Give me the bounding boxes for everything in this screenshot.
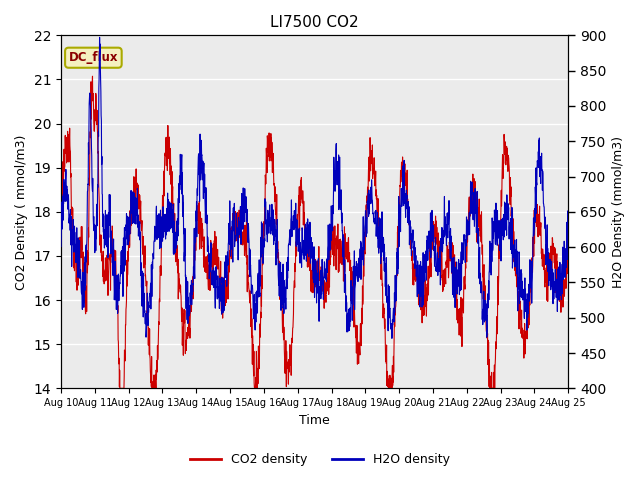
Y-axis label: H2O Density (mmol/m3): H2O Density (mmol/m3) — [612, 136, 625, 288]
Title: LI7500 CO2: LI7500 CO2 — [270, 15, 359, 30]
X-axis label: Time: Time — [300, 414, 330, 427]
Legend: CO2 density, H2O density: CO2 density, H2O density — [184, 448, 456, 471]
Text: DC_flux: DC_flux — [68, 51, 118, 64]
Y-axis label: CO2 Density ( mmol/m3): CO2 Density ( mmol/m3) — [15, 134, 28, 289]
